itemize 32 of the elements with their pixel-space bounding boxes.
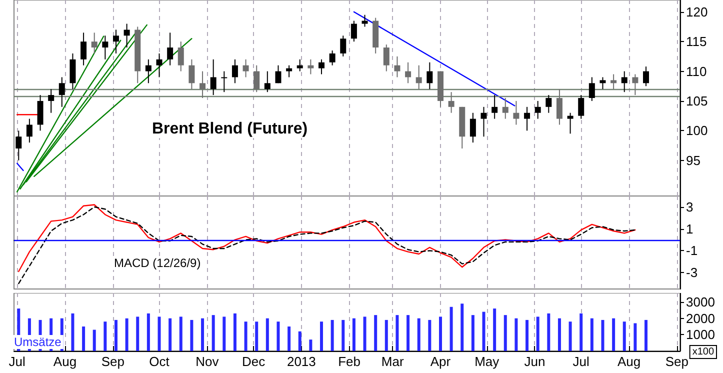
y-tick-label: 95 xyxy=(686,152,700,168)
x-tick-label: May xyxy=(474,354,500,369)
x-tick-label: Mar xyxy=(381,354,404,369)
y-tick-label: 105 xyxy=(686,93,708,108)
y-tick-label: 1000 xyxy=(686,327,715,342)
x-tick-label: Jun xyxy=(524,354,546,369)
text: MACD (12/26/9) xyxy=(114,256,201,270)
y-tick-label: 3 xyxy=(686,199,694,214)
y-tick-label: 115 xyxy=(686,34,707,50)
y-tick-label: 1 xyxy=(686,221,694,236)
x-tick-label: 2013 xyxy=(286,354,316,369)
text: x100 xyxy=(692,346,714,358)
x-tick-label: Dec xyxy=(242,354,266,369)
x-tick-label: Feb xyxy=(338,354,361,369)
text: Umsätze xyxy=(14,335,62,349)
y-tick-label: -3 xyxy=(686,265,698,280)
x-tick-label: Sep xyxy=(665,354,688,369)
x-tick-label: Aug xyxy=(53,354,77,369)
x-tick-label: Jul xyxy=(572,354,590,369)
x-tick-label: Jul xyxy=(8,354,26,369)
y-tick-label: 2000 xyxy=(686,310,715,326)
y-tick-label: -1 xyxy=(686,243,698,258)
x-tick-label: Aug xyxy=(617,354,641,369)
y-tick-label: 100 xyxy=(686,123,708,138)
y-tick-label: 120 xyxy=(686,4,708,20)
y-tick-label: 110 xyxy=(686,64,707,79)
x-tick-label: Apr xyxy=(430,354,452,369)
x-tick-label: Nov xyxy=(196,354,220,369)
y-tick-label: 3000 xyxy=(686,294,715,310)
x-tick-label: Oct xyxy=(149,354,170,369)
text: Brent Blend (Future) xyxy=(152,120,308,138)
x-tick-label: Sep xyxy=(101,354,124,369)
